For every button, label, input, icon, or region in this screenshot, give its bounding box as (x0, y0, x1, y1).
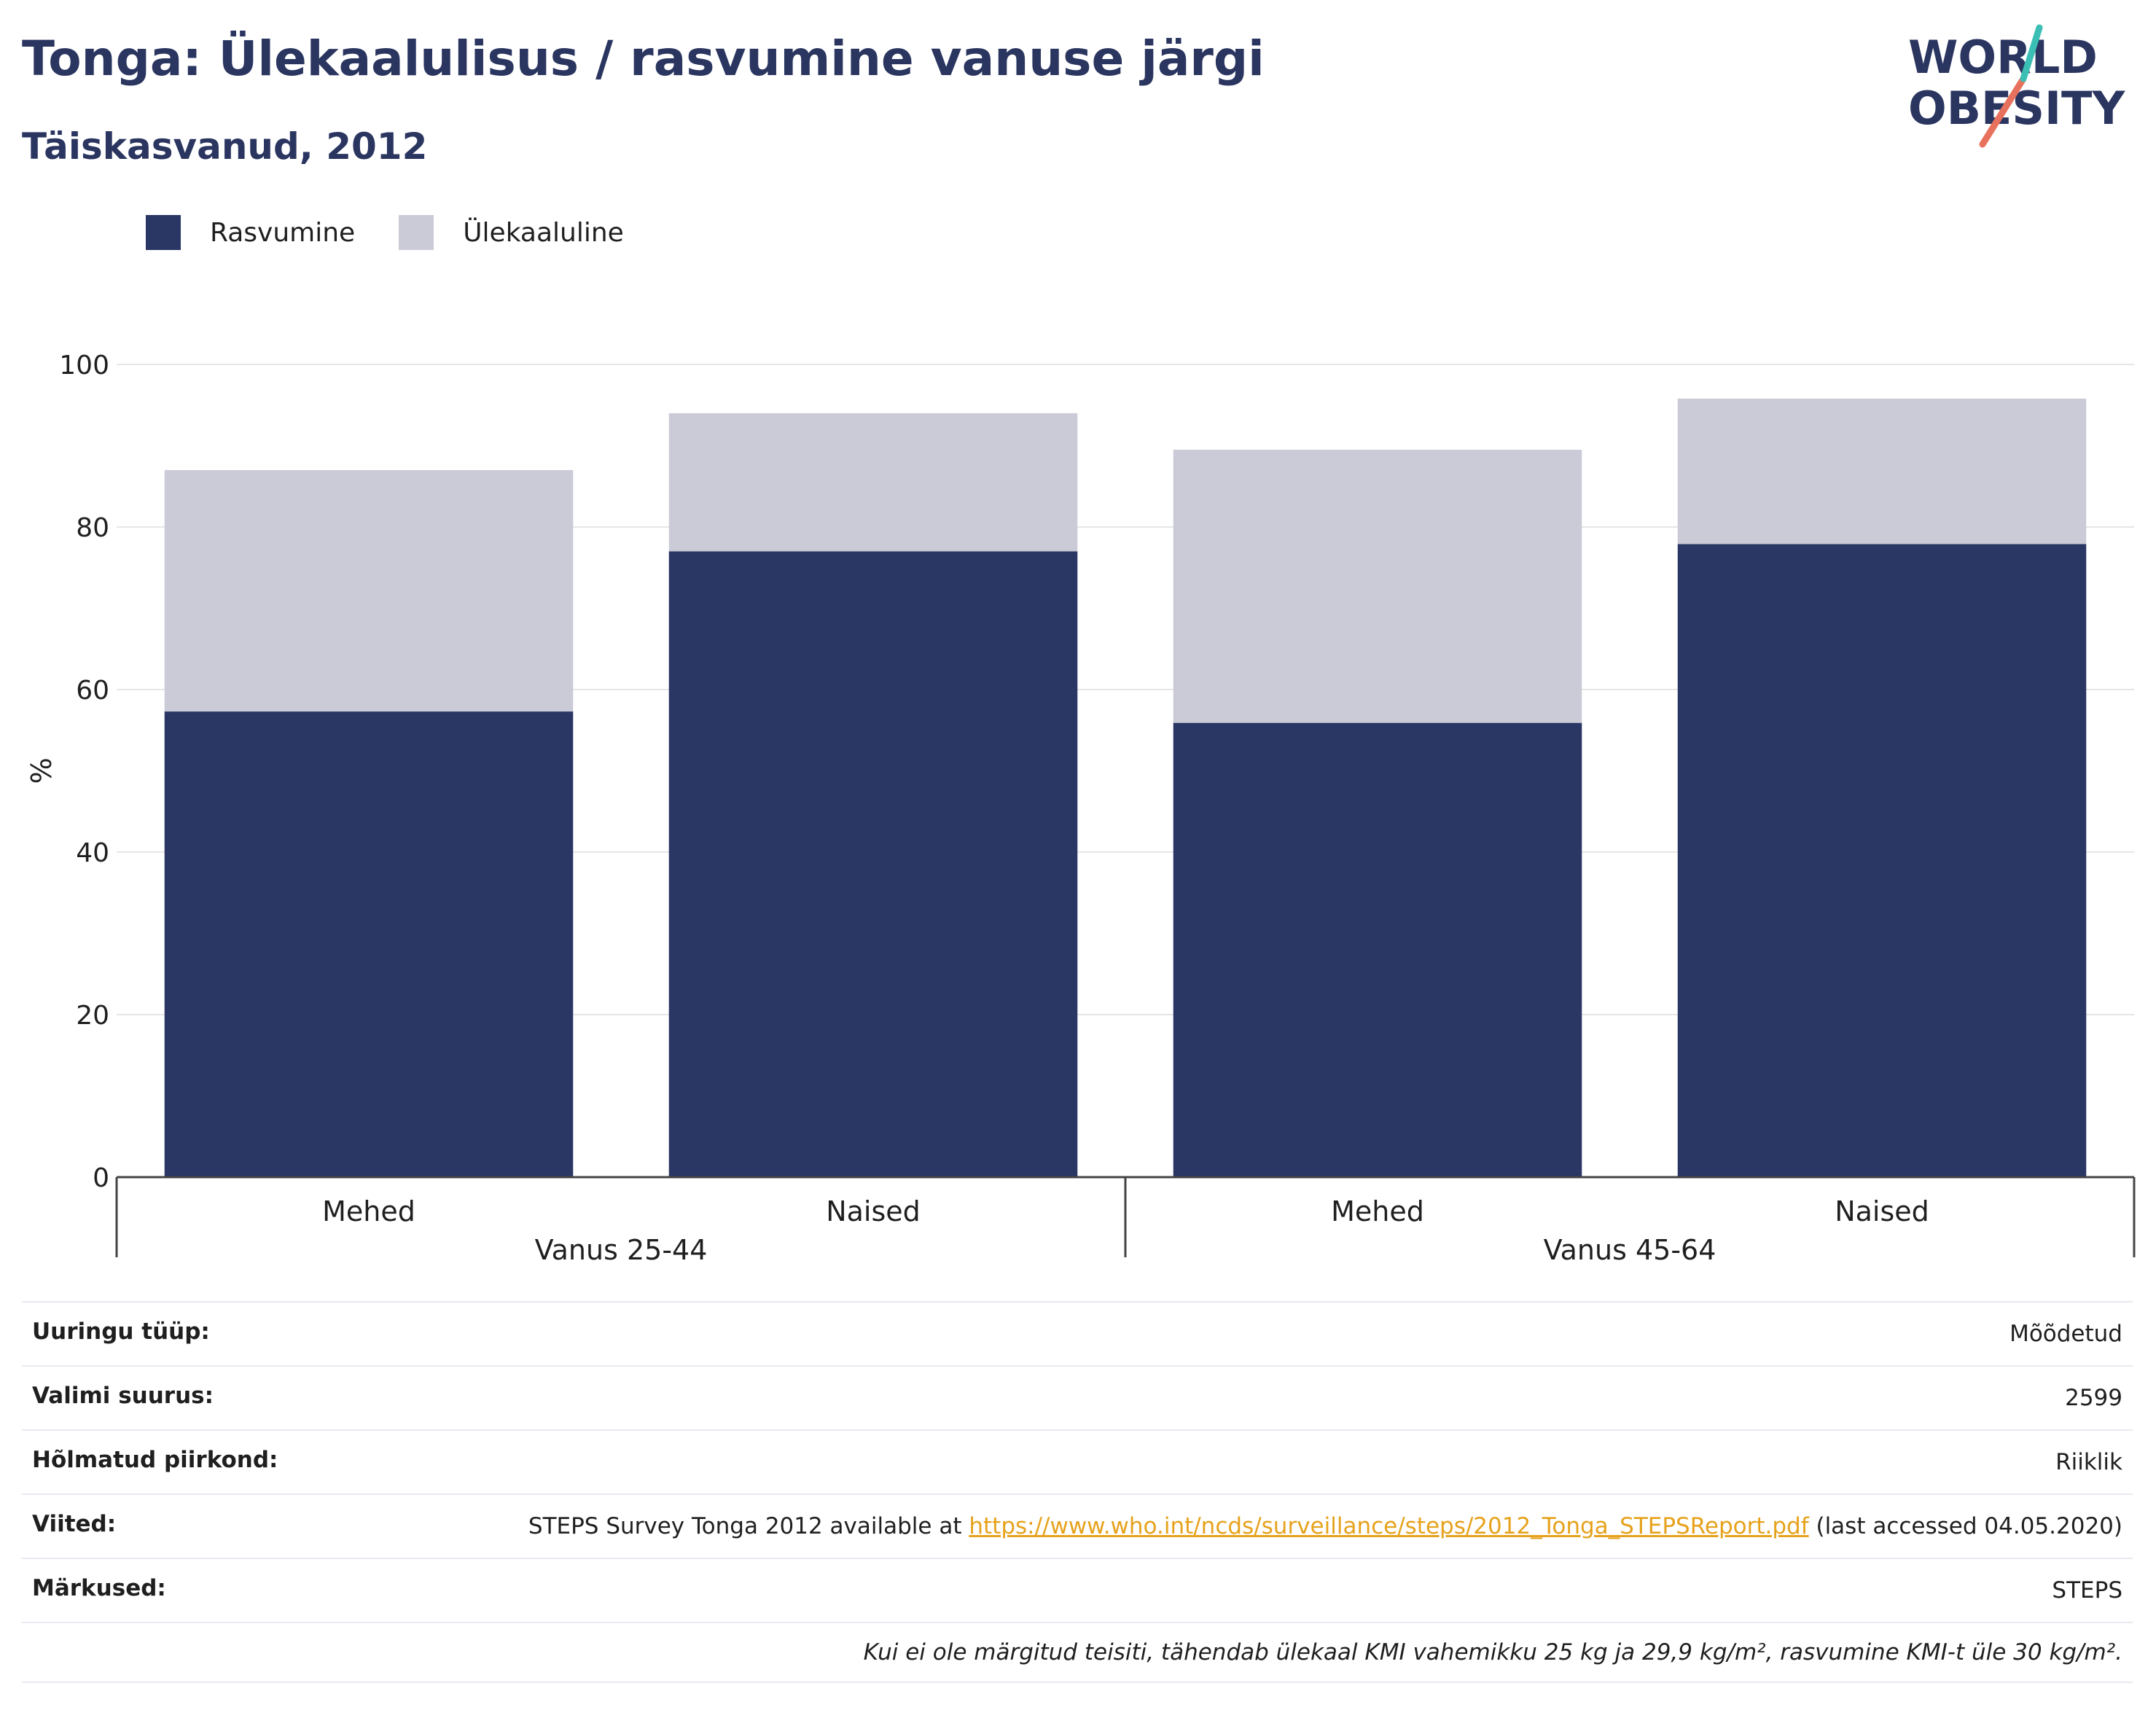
meta-label: Valimi suurus: (32, 1383, 214, 1409)
chart-subtitle: Täiskasvanud, 2012 (22, 125, 428, 168)
meta-label: Uuringu tüüp: (32, 1319, 210, 1345)
bar-overweight (1173, 450, 1582, 723)
meta-label: Viited: (32, 1511, 117, 1537)
bar-obesity (668, 551, 1078, 1177)
reference-link[interactable]: https://www.who.int/ncds/surveillance/st… (969, 1513, 1809, 1539)
x-tick-label: Naised (826, 1195, 921, 1227)
bar-obesity (1677, 544, 2087, 1177)
bar-obesity (164, 711, 574, 1177)
bar-overweight (668, 413, 1078, 552)
x-group-label: Vanus 25-44 (535, 1234, 708, 1266)
y-tick-label: 20 (76, 1001, 109, 1031)
x-tick-label: Naised (1835, 1195, 1929, 1227)
y-axis-label: % (26, 757, 58, 784)
legend-item-obesity[interactable]: Rasvumine (146, 215, 355, 250)
legend-label-overweight: Ülekaaluline (463, 217, 624, 248)
footnote: Kui ei ole märgitud teisiti, tähendab ül… (22, 1622, 2133, 1683)
y-tick-label: 80 (76, 513, 109, 543)
bar-overweight (1677, 398, 2087, 544)
bar-obesity (1173, 722, 1582, 1177)
meta-row-survey-type: Uuringu tüüp: Mõõdetud (22, 1301, 2133, 1365)
world-obesity-logo: WORLD OBESITY (1908, 24, 2125, 148)
meta-value: Riiklik (2055, 1449, 2122, 1475)
meta-row-area-covered: Hõlmatud piirkond: Riiklik (22, 1429, 2133, 1493)
meta-row-notes: Märkused: STEPS (22, 1558, 2133, 1622)
y-tick-label: 60 (76, 676, 109, 706)
meta-value: 2599 (2065, 1385, 2122, 1411)
meta-value: STEPS (2052, 1577, 2122, 1604)
x-tick-label: Mehed (1331, 1195, 1424, 1227)
y-tick-label: 100 (59, 351, 109, 380)
bar-overweight (164, 469, 574, 712)
chart-legend: Rasvumine Ülekaaluline (146, 215, 668, 250)
legend-swatch-obesity (146, 215, 181, 250)
reference-text: STEPS Survey Tonga 2012 available at (528, 1513, 969, 1539)
y-tick-label: 40 (76, 838, 109, 868)
meta-row-sample-size: Valimi suurus: 2599 (22, 1365, 2133, 1429)
logo-line1: WORLD (1908, 31, 2098, 84)
meta-value: Mõõdetud (2009, 1321, 2122, 1347)
chart-title: Tonga: Ülekaalulisus / rasvumine vanuse … (22, 31, 1265, 87)
x-group-label: Vanus 45-64 (1544, 1234, 1716, 1266)
meta-label: Märkused: (32, 1575, 166, 1601)
y-tick-label: 0 (93, 1163, 109, 1193)
legend-item-overweight[interactable]: Ülekaaluline (399, 215, 624, 250)
legend-label-obesity: Rasvumine (210, 217, 356, 248)
meta-value-references: STEPS Survey Tonga 2012 available at htt… (528, 1511, 2122, 1542)
reference-accessed: (last accessed 04.05.2020) (1808, 1513, 2122, 1539)
x-tick-label: Mehed (322, 1195, 415, 1227)
meta-table: Uuringu tüüp: Mõõdetud Valimi suurus: 25… (22, 1301, 2133, 1683)
legend-swatch-overweight (399, 215, 434, 250)
meta-row-references: Viited: STEPS Survey Tonga 2012 availabl… (22, 1493, 2133, 1558)
stacked-bar-chart: 0 20 40 60 80 100% Mehed Naised Mehed Naised Vanus… (26, 351, 2136, 1266)
meta-label: Hõlmatud piirkond: (32, 1447, 278, 1473)
